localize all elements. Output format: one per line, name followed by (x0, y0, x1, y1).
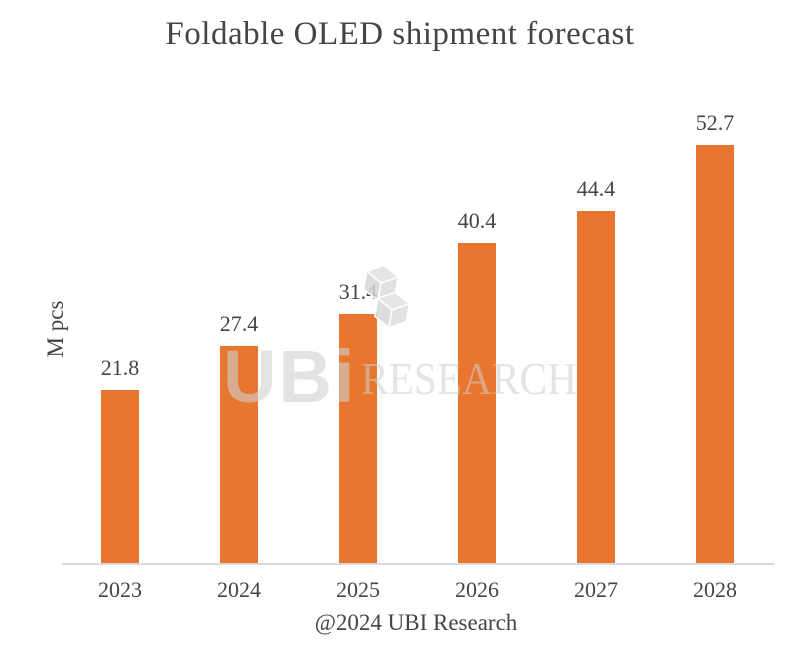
chart-title: Foldable OLED shipment forecast (165, 16, 635, 52)
x-tick-2024: 2024 (217, 577, 261, 602)
plot-area: 21.8 27.4 31.4 40.4 44.4 52.7 (62, 80, 774, 565)
x-tick-2027: 2027 (574, 577, 618, 602)
data-label-2023: 21.8 (100, 355, 140, 380)
x-tick-2028: 2028 (693, 577, 737, 602)
bar-2027 (577, 211, 615, 563)
source-caption: @2024 UBI Research (314, 610, 518, 635)
bar-2026 (458, 243, 496, 563)
data-label-2025: 31.4 (338, 279, 378, 304)
bar-2024 (220, 346, 258, 563)
x-tick-2023: 2023 (98, 577, 142, 602)
bar-2025 (339, 314, 377, 563)
data-label-2026: 40.4 (457, 208, 497, 233)
bar-2023 (101, 390, 139, 563)
x-tick-2026: 2026 (455, 577, 499, 602)
x-tick-2025: 2025 (336, 577, 380, 602)
x-axis: 2023 2024 2025 2026 2027 2028 (62, 573, 774, 605)
data-label-2028: 52.7 (695, 110, 735, 135)
data-label-2027: 44.4 (576, 176, 616, 201)
data-label-2024: 27.4 (219, 311, 259, 336)
bar-2028 (696, 145, 734, 563)
